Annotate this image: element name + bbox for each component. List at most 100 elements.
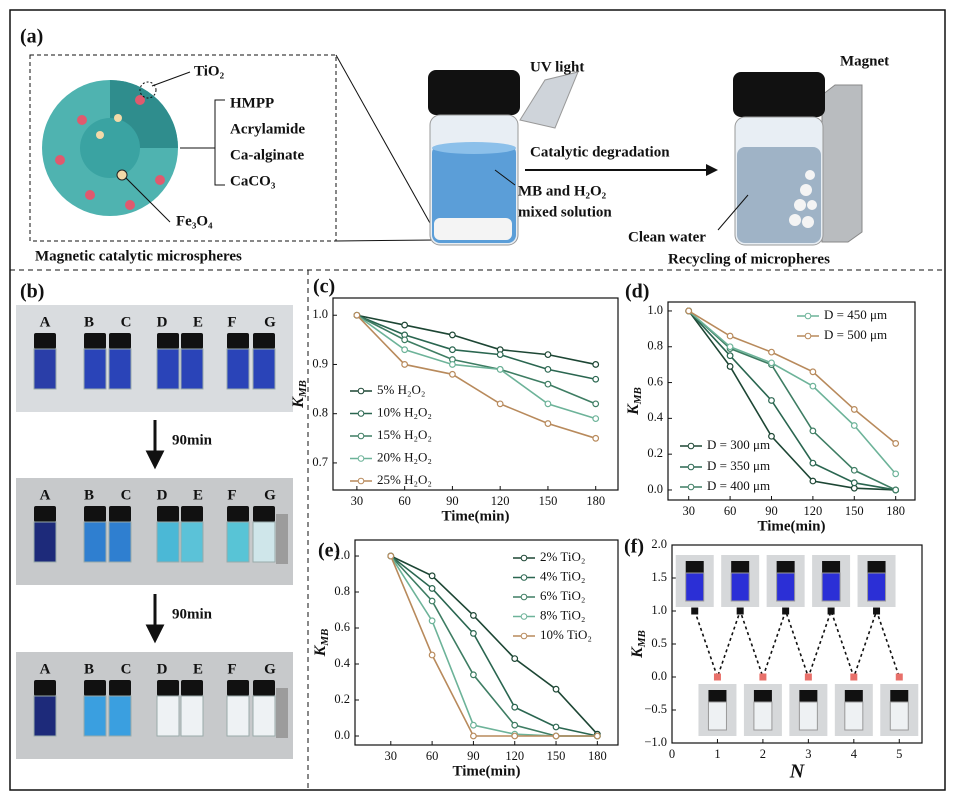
legend-label: 10% H₂O₂ (377, 404, 432, 419)
series-line (390, 555, 598, 737)
data-point (387, 552, 395, 560)
vial-cap (253, 680, 275, 696)
legend-label: 2% TiO₂ (540, 549, 585, 564)
data-point (470, 612, 477, 619)
data-point (850, 479, 858, 487)
vial-cap (227, 333, 249, 349)
series-line (356, 314, 596, 381)
legend-marker (804, 332, 812, 340)
vial-label: D (157, 314, 168, 330)
vial-cap (227, 680, 249, 696)
vial (252, 521, 276, 563)
component: Acrylamide (230, 121, 305, 137)
x-tick-label: 2 (760, 747, 766, 761)
data-point (496, 365, 504, 373)
series-line (390, 555, 598, 737)
vial-label: C (121, 314, 132, 330)
data-point (401, 361, 409, 368)
data-point (544, 365, 552, 373)
data-point (726, 343, 734, 351)
y-axis-title-sub: MB (297, 380, 309, 398)
vial (156, 521, 180, 563)
data-point (449, 370, 456, 378)
plot-frame (332, 297, 619, 491)
vial-label: A (40, 661, 51, 677)
x-tick-label: 180 (886, 504, 905, 518)
vial-cap (84, 506, 106, 522)
photo (16, 652, 293, 759)
data-point (511, 655, 519, 663)
label-fe3o4: Fe₃O₄ (176, 213, 213, 229)
vial (685, 572, 705, 602)
series-line (688, 310, 896, 491)
series-line (356, 314, 597, 405)
legend-label: D = 300 μm (707, 437, 770, 452)
y-tick-label: −1.0 (644, 735, 667, 749)
x-tick-label: 60 (398, 494, 411, 508)
vial-label: C (121, 661, 132, 677)
vial (226, 521, 250, 563)
vial (180, 695, 204, 737)
vial-cap (844, 690, 863, 702)
x-tick-label: 120 (491, 494, 510, 508)
y-axis-title-sub: MB (636, 630, 648, 648)
legend-marker (520, 632, 528, 640)
step-label: 90min (172, 606, 213, 622)
legend-marker (357, 410, 365, 417)
y-axis-title-main: K (290, 396, 307, 409)
y-tick-label: 1.0 (312, 307, 328, 321)
data-point (592, 400, 600, 408)
x-tick-label: 5 (896, 747, 902, 761)
vial (776, 572, 796, 602)
vial-label: E (193, 487, 203, 503)
vial-cap (753, 690, 772, 702)
vial-cap (157, 506, 179, 522)
data-point (593, 732, 601, 740)
data-point (552, 723, 560, 731)
data-point (496, 351, 504, 359)
y-tick-label: 0.2 (334, 692, 350, 706)
data-point (850, 673, 858, 681)
vial (108, 695, 132, 737)
data-point (428, 617, 436, 625)
data-point (449, 346, 456, 354)
label-solution: mixed solution (518, 204, 612, 220)
y-tick-label: 1.0 (334, 548, 350, 562)
x-tick-label: 30 (682, 504, 695, 518)
label-tio2: TiO₂ (194, 63, 225, 79)
data-point (544, 351, 552, 359)
data-point (850, 484, 858, 492)
panel-label: (f) (624, 536, 644, 558)
vial-cap (253, 506, 275, 522)
data-point (759, 673, 767, 681)
data-point (428, 572, 436, 580)
y-tick-label: 1.0 (647, 303, 663, 317)
legend-marker (357, 455, 365, 462)
figure-border (9, 9, 946, 791)
data-point (449, 361, 456, 368)
legend-marker (357, 432, 365, 440)
data-point (552, 685, 560, 693)
label-process: Catalytic degradation (530, 144, 670, 160)
x-tick-label: 30 (385, 749, 398, 763)
vial-label: G (264, 487, 276, 503)
vial-cap (34, 506, 56, 522)
vial-label: A (40, 314, 51, 330)
vial-label: E (193, 661, 203, 677)
data-point (544, 420, 552, 427)
legend-marker (520, 613, 528, 620)
x-tick-label: 30 (351, 494, 364, 508)
legend-label: 25% H₂O₂ (377, 472, 432, 487)
x-tick-label: 1 (714, 747, 720, 761)
vial-cap (822, 561, 841, 573)
legend-marker (357, 477, 365, 485)
vial-label: A (40, 487, 51, 503)
vial-label: F (227, 487, 236, 503)
vial-label: F (227, 661, 236, 677)
legend-label: 15% H₂O₂ (377, 427, 432, 442)
data-point (496, 400, 504, 408)
vial-cap (799, 690, 818, 702)
series-line (390, 555, 598, 735)
vial (707, 701, 727, 731)
leader (717, 194, 749, 231)
